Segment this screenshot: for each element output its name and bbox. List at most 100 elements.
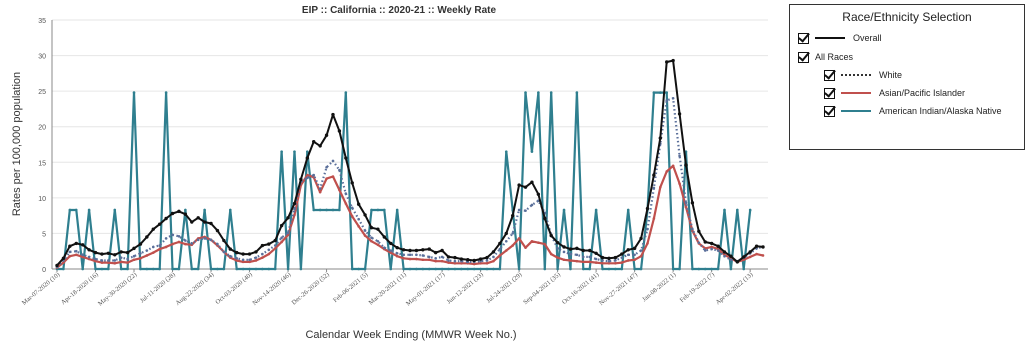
data-point-overall[interactable]: [55, 263, 59, 268]
data-point-american-indian-alaska-native[interactable]: [100, 267, 104, 271]
data-point-white[interactable]: [312, 173, 316, 177]
data-point-asian-pacific-islander[interactable]: [646, 242, 649, 245]
data-point-american-indian-alaska-native[interactable]: [87, 208, 91, 212]
data-point-american-indian-alaska-native[interactable]: [479, 267, 482, 271]
data-point-overall[interactable]: [222, 238, 226, 243]
data-point-asian-pacific-islander[interactable]: [402, 257, 405, 260]
data-point-american-indian-alaska-native[interactable]: [729, 267, 733, 271]
data-point-white[interactable]: [119, 256, 123, 259]
data-point-overall[interactable]: [151, 227, 155, 231]
data-point-overall[interactable]: [132, 246, 136, 251]
data-point-american-indian-alaska-native[interactable]: [389, 267, 393, 271]
data-point-white[interactable]: [652, 186, 656, 190]
data-point-asian-pacific-islander[interactable]: [761, 254, 765, 257]
data-point-overall[interactable]: [485, 255, 489, 260]
data-point-white[interactable]: [729, 258, 733, 262]
data-point-asian-pacific-islander[interactable]: [594, 261, 598, 264]
data-point-asian-pacific-islander[interactable]: [562, 258, 566, 262]
data-point-american-indian-alaska-native[interactable]: [145, 267, 149, 271]
data-point-asian-pacific-islander[interactable]: [113, 262, 117, 265]
data-point-american-indian-alaska-native[interactable]: [318, 208, 322, 212]
data-point-overall[interactable]: [729, 254, 733, 258]
data-point-overall[interactable]: [145, 235, 149, 239]
data-point-overall[interactable]: [645, 206, 650, 211]
data-point-american-indian-alaska-native[interactable]: [216, 267, 219, 271]
data-point-overall[interactable]: [312, 139, 316, 144]
data-point-american-indian-alaska-native[interactable]: [626, 208, 630, 212]
data-point-asian-pacific-islander[interactable]: [241, 260, 245, 264]
data-point-asian-pacific-islander[interactable]: [62, 261, 65, 264]
data-point-overall[interactable]: [292, 201, 297, 206]
data-point-overall[interactable]: [754, 244, 759, 248]
data-point-american-indian-alaska-native[interactable]: [395, 208, 399, 212]
data-point-american-indian-alaska-native[interactable]: [306, 150, 309, 153]
data-point-overall[interactable]: [106, 251, 111, 256]
data-point-asian-pacific-islander[interactable]: [588, 260, 592, 264]
data-point-overall[interactable]: [543, 216, 547, 221]
data-point-white[interactable]: [357, 217, 360, 221]
data-point-overall[interactable]: [722, 250, 727, 254]
data-point-white[interactable]: [190, 242, 194, 245]
data-point-asian-pacific-islander[interactable]: [119, 260, 123, 264]
data-point-asian-pacific-islander[interactable]: [614, 262, 617, 265]
data-point-white[interactable]: [94, 257, 97, 261]
data-point-white[interactable]: [370, 236, 373, 239]
data-point-american-indian-alaska-native[interactable]: [273, 267, 277, 271]
data-point-overall[interactable]: [530, 180, 534, 184]
data-point-american-indian-alaska-native[interactable]: [119, 267, 123, 271]
data-point-american-indian-alaska-native[interactable]: [453, 267, 457, 271]
data-point-overall[interactable]: [562, 245, 566, 249]
data-point-white[interactable]: [530, 203, 534, 207]
data-point-american-indian-alaska-native[interactable]: [691, 267, 694, 271]
data-point-american-indian-alaska-native[interactable]: [556, 267, 559, 271]
data-point-asian-pacific-islander[interactable]: [254, 259, 258, 262]
data-point-asian-pacific-islander[interactable]: [177, 240, 181, 244]
data-point-american-indian-alaska-native[interactable]: [190, 267, 194, 271]
data-point-asian-pacific-islander[interactable]: [479, 262, 482, 265]
data-point-overall[interactable]: [80, 243, 85, 247]
data-point-american-indian-alaska-native[interactable]: [113, 208, 117, 212]
data-point-asian-pacific-islander[interactable]: [139, 257, 142, 260]
data-point-american-indian-alaska-native[interactable]: [228, 208, 232, 212]
data-point-white[interactable]: [639, 249, 643, 252]
data-point-overall[interactable]: [652, 173, 656, 177]
checkbox-checked-icon[interactable]: [824, 87, 835, 99]
data-point-american-indian-alaska-native[interactable]: [94, 267, 97, 271]
data-point-white[interactable]: [203, 237, 206, 240]
data-point-white[interactable]: [447, 259, 450, 262]
data-point-asian-pacific-islander[interactable]: [581, 260, 585, 264]
data-point-white[interactable]: [453, 259, 457, 263]
data-point-white[interactable]: [325, 165, 328, 169]
data-point-american-indian-alaska-native[interactable]: [466, 267, 470, 271]
data-point-american-indian-alaska-native[interactable]: [126, 267, 129, 271]
data-point-american-indian-alaska-native[interactable]: [350, 267, 354, 271]
data-point-american-indian-alaska-native[interactable]: [209, 267, 213, 271]
data-point-overall[interactable]: [356, 202, 361, 206]
checkbox-checked-icon[interactable]: [798, 32, 809, 44]
data-point-white[interactable]: [395, 252, 399, 255]
data-point-white[interactable]: [248, 258, 251, 262]
data-point-white[interactable]: [684, 201, 688, 205]
data-point-overall[interactable]: [697, 229, 701, 233]
data-point-overall[interactable]: [337, 129, 342, 133]
data-point-overall[interactable]: [575, 246, 579, 251]
data-point-asian-pacific-islander[interactable]: [415, 257, 418, 261]
data-point-asian-pacific-islander[interactable]: [145, 254, 149, 257]
data-point-asian-pacific-islander[interactable]: [626, 259, 630, 262]
data-point-american-indian-alaska-native[interactable]: [408, 267, 412, 271]
data-point-asian-pacific-islander[interactable]: [344, 202, 348, 205]
data-point-overall[interactable]: [119, 250, 123, 254]
data-point-white[interactable]: [286, 231, 290, 235]
data-point-white[interactable]: [363, 229, 367, 232]
data-point-white[interactable]: [517, 208, 521, 212]
data-point-white[interactable]: [434, 257, 437, 260]
data-point-white[interactable]: [614, 259, 617, 262]
data-point-white[interactable]: [376, 239, 380, 243]
data-point-overall[interactable]: [260, 243, 265, 248]
data-point-white[interactable]: [164, 237, 168, 240]
data-point-american-indian-alaska-native[interactable]: [151, 267, 155, 271]
data-point-american-indian-alaska-native[interactable]: [460, 267, 463, 271]
data-point-asian-pacific-islander[interactable]: [427, 258, 431, 262]
data-point-american-indian-alaska-native[interactable]: [498, 267, 502, 271]
data-point-american-indian-alaska-native[interactable]: [363, 267, 367, 271]
